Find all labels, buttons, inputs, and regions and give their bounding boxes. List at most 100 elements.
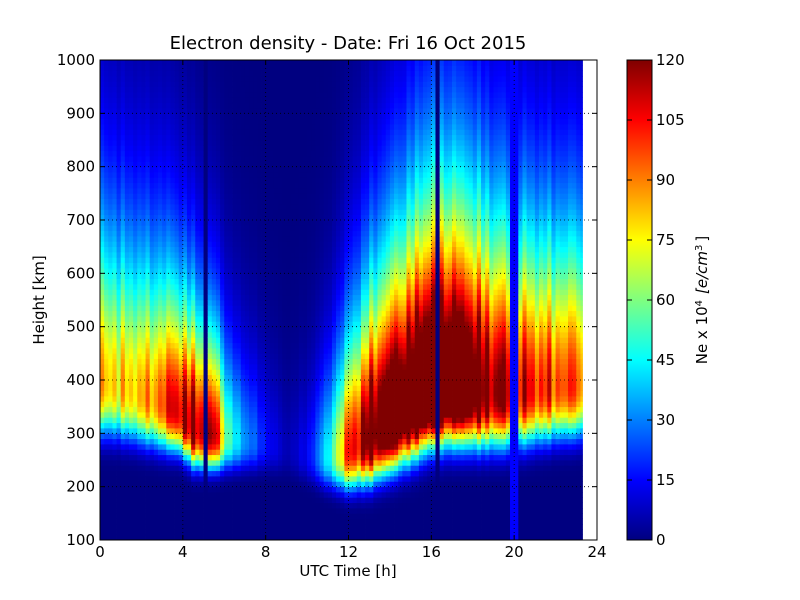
heatmap-cell <box>191 502 196 509</box>
heatmap-cell <box>207 225 213 232</box>
heatmap-cell <box>253 214 258 221</box>
heatmap-cell <box>120 433 126 440</box>
heatmap-cell <box>145 129 151 136</box>
heatmap-cell <box>286 204 291 210</box>
heatmap-cell <box>228 428 233 434</box>
heatmap-cell <box>319 214 325 221</box>
heatmap-cell <box>133 497 138 504</box>
heatmap-cell <box>232 182 238 189</box>
heatmap-cell <box>261 273 267 280</box>
heatmap-cell <box>207 76 213 82</box>
heatmap-cell <box>133 150 138 157</box>
heatmap-cell <box>100 188 105 194</box>
heatmap-cell <box>319 81 325 88</box>
heatmap-cell <box>120 481 126 488</box>
heatmap-cell <box>182 124 188 130</box>
heatmap-cell <box>249 508 254 514</box>
heatmap-cell <box>298 422 304 429</box>
heatmap-cell <box>307 220 312 226</box>
heatmap-cell <box>282 97 287 104</box>
heatmap-cell <box>228 246 233 253</box>
heatmap-cell <box>124 390 130 397</box>
heatmap-cell <box>104 129 109 136</box>
heatmap-cell <box>166 124 171 130</box>
heatmap-cell <box>319 60 325 66</box>
heatmap-cell <box>207 396 213 402</box>
heatmap-cell <box>128 492 134 498</box>
heatmap-cell <box>315 374 320 381</box>
heatmap-cell <box>178 129 184 136</box>
heatmap-cell <box>224 102 229 109</box>
heatmap-cell <box>294 310 300 317</box>
heatmap-cell <box>199 236 204 242</box>
heatmap-cell <box>302 124 308 130</box>
heatmap-cell <box>269 481 275 488</box>
heatmap-cell <box>186 454 192 461</box>
heatmap-cell <box>269 204 275 210</box>
heatmap-cell <box>104 460 109 466</box>
heatmap-cell <box>315 289 320 296</box>
heatmap-cell <box>178 460 184 466</box>
heatmap-cell <box>141 262 146 269</box>
heatmap-cell <box>261 508 267 514</box>
heatmap-cell <box>149 412 155 418</box>
heatmap-cell <box>128 465 134 472</box>
heatmap-cell <box>137 310 142 317</box>
heatmap-cell <box>282 198 287 205</box>
heatmap-cell <box>141 348 146 354</box>
heatmap-cell <box>124 289 130 296</box>
heatmap-cell <box>116 140 122 146</box>
heatmap-cell <box>133 470 138 477</box>
heatmap-cell <box>224 129 229 136</box>
heatmap-cell <box>116 150 122 157</box>
heatmap-cell <box>207 230 213 237</box>
heatmap-cell <box>170 273 175 280</box>
heatmap-cell <box>323 529 329 536</box>
heatmap-cell <box>145 134 151 141</box>
heatmap-cell <box>323 321 329 328</box>
heatmap-cell <box>191 433 196 440</box>
heatmap-cell <box>153 422 159 429</box>
heatmap-cell <box>145 156 151 162</box>
heatmap-cell <box>211 246 217 253</box>
heatmap-cell <box>286 220 291 226</box>
heatmap-cell <box>224 172 229 178</box>
heatmap-cell <box>232 385 238 392</box>
heatmap-cell <box>249 278 254 285</box>
heatmap-cell <box>236 65 242 72</box>
heatmap-cell <box>100 70 105 77</box>
heatmap-cell <box>232 486 238 493</box>
heatmap-cell <box>311 252 316 258</box>
heatmap-cell <box>199 417 204 424</box>
heatmap-cell <box>207 316 213 322</box>
heatmap-cell <box>232 134 238 141</box>
heatmap-cell <box>278 449 283 456</box>
heatmap-cell <box>104 246 109 253</box>
heatmap-cell <box>120 369 126 376</box>
heatmap-cell <box>261 444 267 450</box>
heatmap-cell <box>186 353 192 360</box>
heatmap-cell <box>302 534 308 541</box>
heatmap-cell <box>195 326 200 333</box>
heatmap-cell <box>207 289 213 296</box>
heatmap-cell <box>149 481 155 488</box>
heatmap-cell <box>220 460 225 466</box>
heatmap-cell <box>137 60 142 66</box>
heatmap-cell <box>319 321 325 328</box>
heatmap-cell <box>211 97 217 104</box>
heatmap-cell <box>236 118 242 125</box>
heatmap-cell <box>178 358 184 365</box>
heatmap-cell <box>315 508 320 514</box>
heatmap-cell <box>298 182 304 189</box>
heatmap-cell <box>191 449 196 456</box>
heatmap-cell <box>220 92 225 98</box>
heatmap-cell <box>116 182 122 189</box>
heatmap-cell <box>211 182 217 189</box>
heatmap-cell <box>298 124 304 130</box>
heatmap-cell <box>215 220 221 226</box>
heatmap-cell <box>307 369 312 376</box>
heatmap-cell <box>261 182 267 189</box>
heatmap-cell <box>162 518 167 525</box>
heatmap-cell <box>174 460 180 466</box>
heatmap-cell <box>278 214 283 221</box>
